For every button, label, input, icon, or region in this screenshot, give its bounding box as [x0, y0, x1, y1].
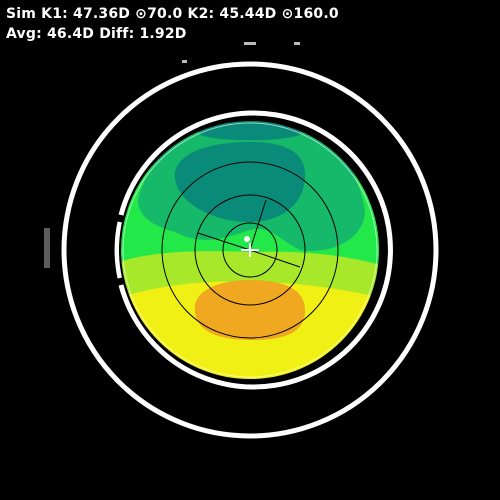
zone-teal [174, 142, 305, 222]
concentric-grid [161, 161, 339, 339]
artifact-left [44, 228, 50, 268]
map-rim [122, 122, 378, 378]
center-reticle [241, 243, 259, 257]
inner-ring-left [114, 221, 123, 279]
artifact-top-3 [182, 60, 187, 63]
keratometry-readout-line-2: Avg: 46.4D Diff: 1.92D [6, 26, 187, 42]
pupil-marker [244, 236, 250, 242]
grid-ring-9mm [161, 161, 339, 339]
map-border [119, 119, 381, 381]
inner-ring-right [118, 110, 393, 390]
grid-ring-3mm [222, 222, 278, 278]
grid-ring-6mm [194, 194, 306, 306]
keratometry-readout-line-1: Sim K1: 47.36D ⊙70.0 K2: 45.44D ⊙160.0 [6, 6, 339, 22]
outer-ring [61, 61, 439, 439]
k2-axis-line [197, 232, 251, 251]
k1-axis-line [249, 199, 267, 251]
zone-teal-top [195, 120, 305, 141]
artifact-top-1 [244, 42, 256, 45]
k2-axis-line-2 [249, 249, 301, 268]
zone-orange [194, 280, 305, 340]
artifact-top-2 [294, 42, 300, 45]
